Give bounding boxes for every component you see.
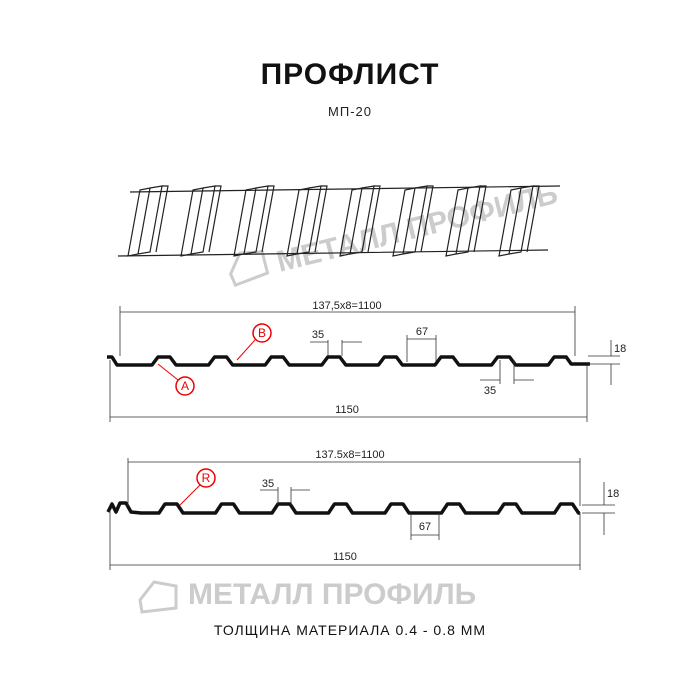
svg-text:R: R xyxy=(202,471,211,485)
svg-text:МЕТАЛЛ ПРОФИЛЬ: МЕТАЛЛ ПРОФИЛЬ xyxy=(273,177,561,279)
profile-1-width-label: 1150 xyxy=(335,404,359,416)
profile-1-pitch-label: 137,5x8=1100 xyxy=(312,300,381,312)
marker-r xyxy=(196,468,216,488)
sheet-isometric-view xyxy=(117,185,561,257)
svg-text:B: B xyxy=(258,326,266,340)
profile-2-crest-label: 35 xyxy=(262,478,274,490)
profile-1-bottom-crest-label: 35 xyxy=(484,385,496,397)
profile-2-pitch-label: 137.5x8=1100 xyxy=(315,449,384,461)
profile-1-crest-label: 35 xyxy=(312,329,324,341)
page-subtitle: МП-20 xyxy=(328,104,372,119)
profile-1-shape xyxy=(107,355,590,367)
svg-text:МЕТАЛЛ ПРОФИЛЬ: МЕТАЛЛ ПРОФИЛЬ xyxy=(188,578,476,611)
profile-1: 137,5x8=1100 1150 35 67 35 18 B A xyxy=(107,300,626,422)
watermark-2: МЕТАЛЛ ПРОФИЛЬ xyxy=(138,578,476,614)
profile-1-height-label: 18 xyxy=(614,343,626,355)
profile-1-valley-label: 67 xyxy=(416,326,428,338)
marker-b xyxy=(252,323,272,343)
profile-2: 137.5x8=1100 1150 35 67 18 R xyxy=(106,449,619,570)
profile-2-height-label: 18 xyxy=(607,488,619,500)
profile-2-width-label: 1150 xyxy=(333,551,357,563)
page-title: ПРОФЛИСТ xyxy=(260,58,440,91)
material-thickness-note: ТОЛЩИНА МАТЕРИАЛА 0.4 - 0.8 ММ xyxy=(213,622,487,638)
marker-a xyxy=(175,376,195,396)
svg-text:A: A xyxy=(181,379,189,393)
profile-2-valley-label: 67 xyxy=(419,521,431,533)
profile-2-shape xyxy=(106,501,581,515)
